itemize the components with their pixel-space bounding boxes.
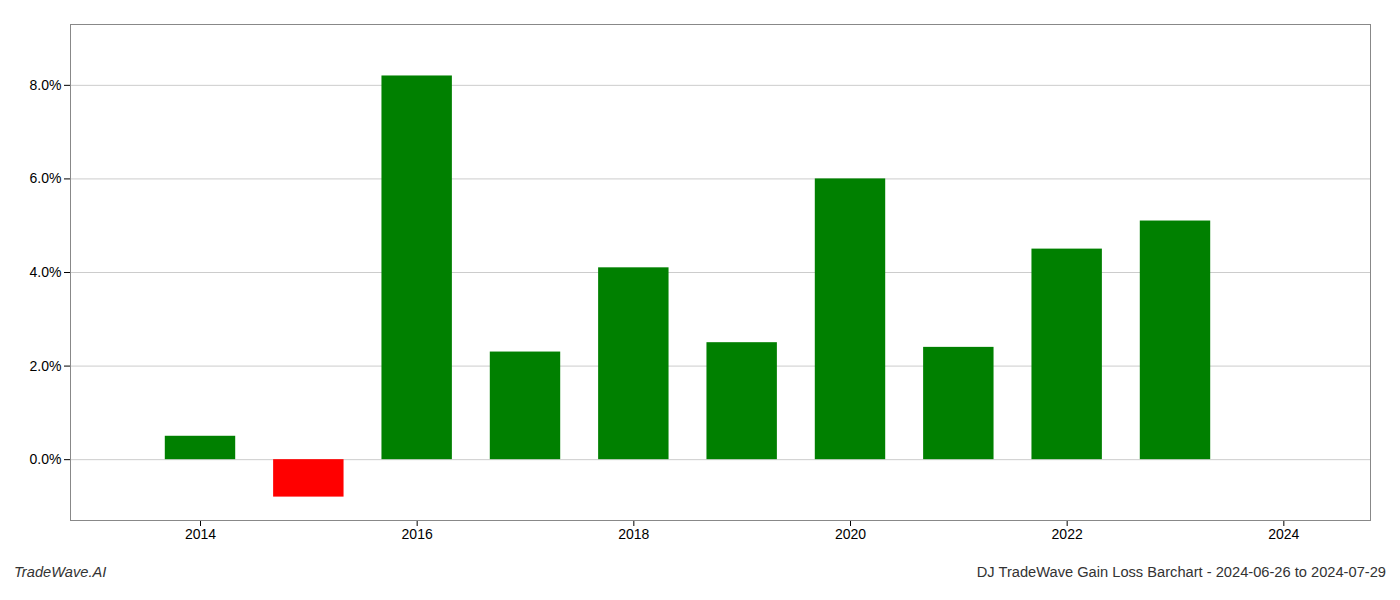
- svg-text:2.0%: 2.0%: [30, 358, 62, 374]
- html-text:DJ TradeWave Gain Loss Barchar: DJ TradeWave Gain Loss Barchart - 2024-0…: [976, 564, 1386, 580]
- svg-text:0.0%: 0.0%: [30, 451, 62, 467]
- svg-text:2014: 2014: [185, 526, 216, 542]
- svg-text:2016: 2016: [402, 526, 433, 542]
- svg-text:6.0%: 6.0%: [30, 170, 62, 186]
- svg-text:2018: 2018: [618, 526, 649, 542]
- svg-text:2022: 2022: [1052, 526, 1083, 542]
- svg-text:8.0%: 8.0%: [30, 77, 62, 93]
- html-text:TradeWave.AI: TradeWave.AI: [14, 564, 107, 580]
- svg-text:4.0%: 4.0%: [30, 264, 62, 280]
- svg-text:2020: 2020: [835, 526, 866, 542]
- svg-text:2024: 2024: [1268, 526, 1299, 542]
